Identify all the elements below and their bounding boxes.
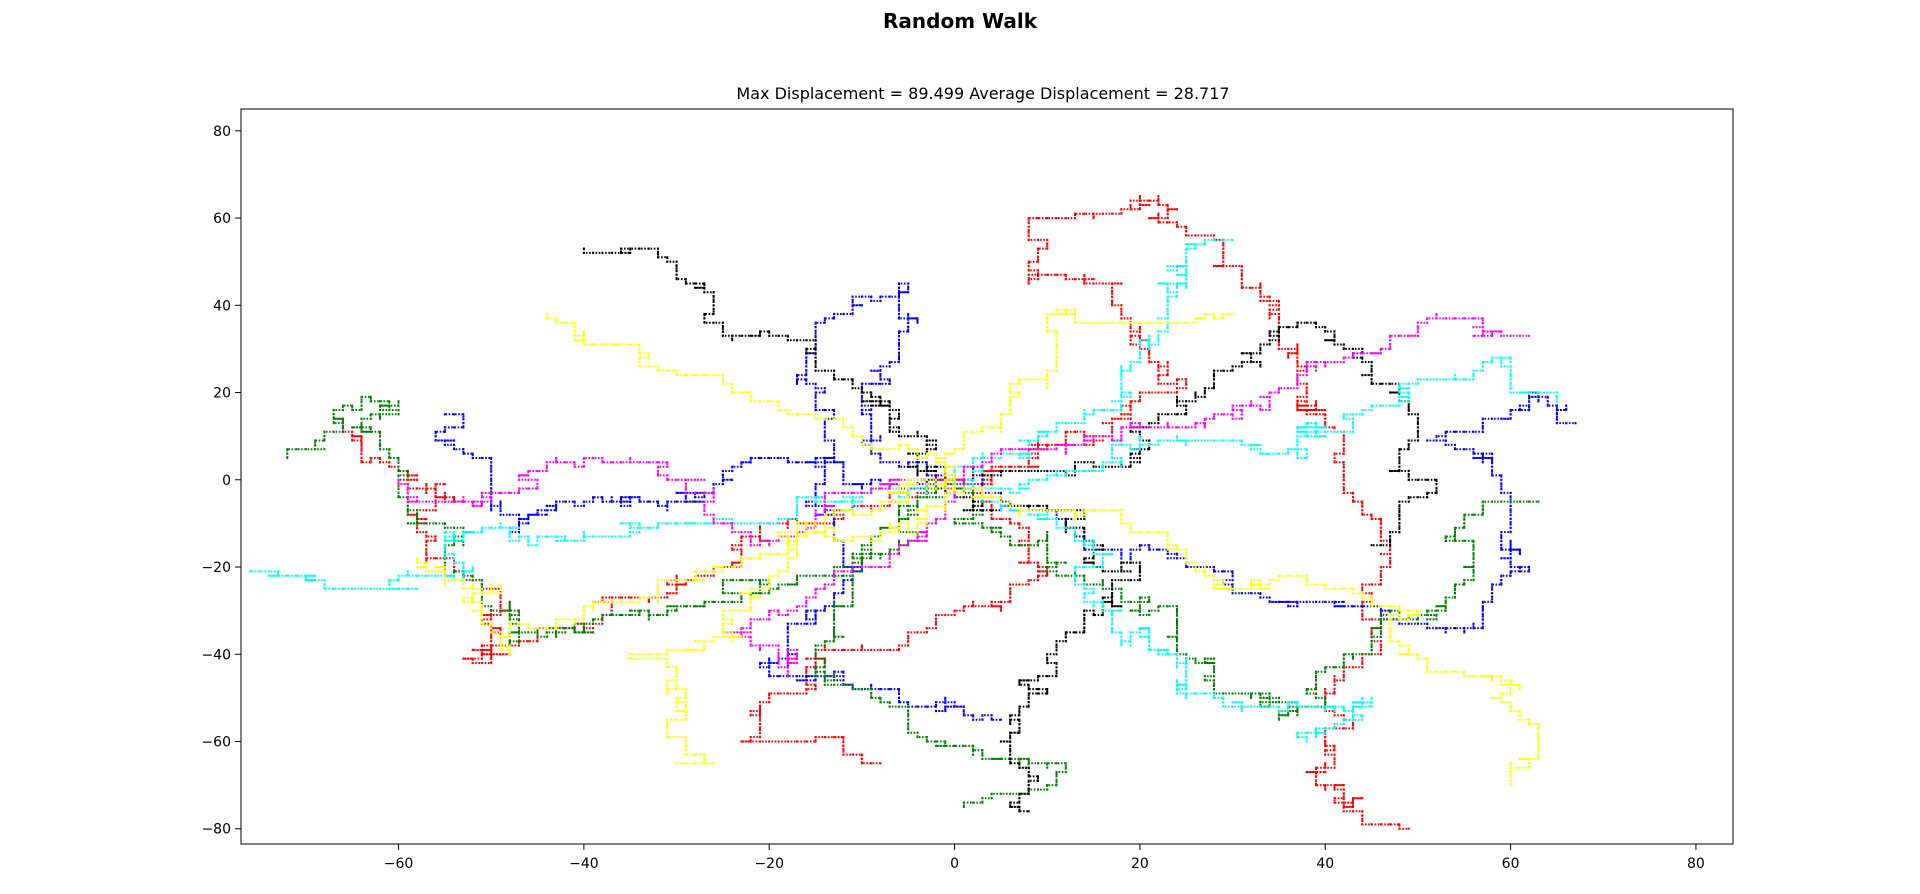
walk-step-points	[286, 395, 956, 647]
y-tick-label: 80	[213, 124, 231, 140]
walk-path	[954, 356, 1558, 494]
walk-path	[936, 478, 1141, 813]
walk-step-points	[953, 478, 1540, 721]
walk-series-4	[434, 413, 956, 534]
walk-series-11	[953, 321, 1438, 547]
walk-step-points	[953, 321, 1438, 547]
x-tick-label: 0	[950, 856, 959, 872]
walk-step-points	[953, 356, 1558, 494]
walk-series-20	[925, 474, 1540, 787]
walk-path	[954, 314, 1530, 481]
walk-series-14	[953, 478, 1373, 743]
walk-step-points	[953, 478, 1373, 743]
y-tick-label: −60	[201, 734, 231, 750]
x-tick-label: −60	[384, 856, 414, 872]
x-tick-label: −20	[754, 856, 784, 872]
walk-path	[953, 479, 1373, 742]
walk-path	[629, 479, 956, 765]
y-tick-label: 40	[213, 298, 231, 314]
x-tick-label: −40	[569, 856, 599, 872]
figure-title: Random Walk	[883, 9, 1038, 33]
walk-step-points	[935, 195, 1410, 830]
walk-path	[936, 196, 1409, 830]
walk-step-points	[953, 312, 1531, 481]
walk-series-21	[545, 312, 956, 481]
walk-series-7	[953, 478, 1540, 721]
walk-series-13	[953, 356, 1558, 494]
y-tick-label: 60	[213, 211, 231, 227]
walk-path	[954, 321, 1438, 547]
walk-step-points	[740, 474, 1049, 765]
y-axis: −80 −60 −40 −20 0 20 40 60 80	[201, 124, 241, 838]
axes-frame	[240, 108, 1734, 845]
axes-subtitle: Max Displacement = 89.499 Average Displa…	[736, 84, 1229, 103]
walk-series-16	[953, 312, 1531, 481]
walk-series-0	[935, 195, 1410, 830]
walk-path	[250, 478, 955, 590]
plot-area	[249, 195, 1577, 830]
walk-series-10	[935, 478, 1141, 813]
walk-path	[582, 247, 955, 481]
walk-series-9	[582, 247, 956, 481]
x-axis: −60 −40 −20 0 20 40 60 80	[384, 844, 1705, 872]
walk-path	[953, 478, 1539, 720]
x-tick-label: 20	[1131, 856, 1149, 872]
y-tick-label: 0	[222, 473, 231, 489]
walk-series-2	[740, 474, 1049, 765]
y-tick-label: −80	[201, 822, 231, 838]
walk-path	[936, 308, 1233, 480]
walk-series-group	[249, 195, 1577, 830]
walk-step-points	[935, 308, 1234, 481]
y-tick-label: 20	[213, 386, 231, 402]
walk-series-6	[286, 395, 956, 647]
y-tick-label: −20	[201, 560, 231, 576]
y-tick-label: −40	[201, 647, 231, 663]
walk-step-points	[545, 312, 956, 481]
walk-step-points	[629, 478, 956, 765]
walk-series-19	[629, 478, 956, 765]
walk-path	[434, 413, 955, 534]
walk-series-23	[935, 308, 1234, 481]
x-tick-label: 60	[1502, 856, 1520, 872]
x-tick-label: 80	[1687, 856, 1705, 872]
walk-step-points	[925, 474, 1540, 787]
x-tick-label: 40	[1316, 856, 1334, 872]
walk-path	[286, 395, 956, 646]
walk-step-points	[935, 478, 1141, 813]
